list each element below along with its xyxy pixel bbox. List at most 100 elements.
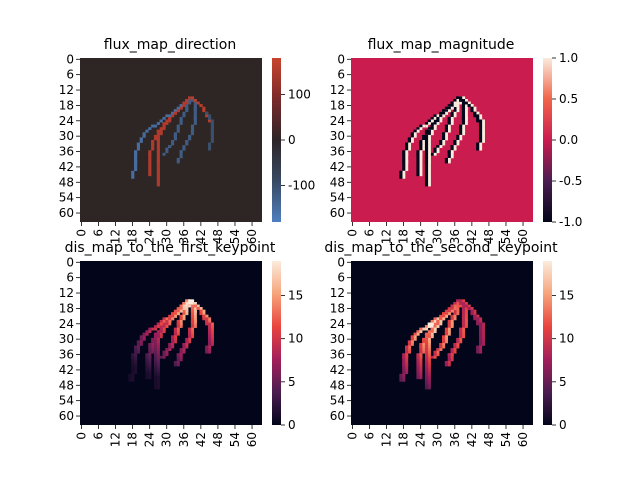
heatmap-cell xyxy=(148,355,152,359)
heatmap-cell xyxy=(131,358,135,362)
heatmap-cell-positive xyxy=(422,147,426,151)
heatmap-cell xyxy=(156,350,160,354)
heatmap-cell xyxy=(151,327,155,331)
heatmap-cell xyxy=(165,114,169,118)
heatmap-cell-negative xyxy=(430,122,434,125)
heatmap-cell-positive xyxy=(427,145,431,148)
heatmap-cell-positive xyxy=(481,127,485,131)
heatmap-cell xyxy=(148,366,152,369)
heatmap-cell xyxy=(139,140,143,143)
heatmap-cell xyxy=(162,330,166,334)
heatmap-cell-negative xyxy=(478,132,483,136)
heatmap-cell xyxy=(148,150,152,154)
heatmap-cell xyxy=(467,304,471,308)
colorbar-tick-label: -0.5 xyxy=(559,174,582,188)
heatmap-cell xyxy=(207,147,212,151)
heatmap-cell xyxy=(142,332,146,336)
heatmap-cell xyxy=(136,348,141,351)
heatmap-cell xyxy=(162,325,166,328)
heatmap-cell-negative xyxy=(442,111,446,115)
heatmap-cell xyxy=(179,304,183,308)
heatmap-cell-positive xyxy=(461,124,466,128)
heatmap-cell xyxy=(153,373,158,377)
heatmap-cell xyxy=(405,363,409,367)
heatmap-cell xyxy=(407,345,412,349)
heatmap-cell-positive xyxy=(419,157,423,161)
heatmap-cell-positive xyxy=(405,157,409,161)
heatmap-cell xyxy=(159,132,163,136)
heatmap-cell xyxy=(173,332,177,336)
heatmap-cell xyxy=(481,337,485,341)
heatmap-cell xyxy=(470,309,474,313)
heatmap-cell-negative xyxy=(461,116,466,120)
heatmap-cell xyxy=(453,304,457,308)
heatmap-cell xyxy=(481,327,485,331)
heatmap-cell xyxy=(402,371,406,375)
heatmap-cell-positive xyxy=(419,152,423,156)
x-tick-label: 48 xyxy=(211,432,225,447)
heatmap-cell xyxy=(464,304,468,308)
panel-flux-map-magnitude: flux_map_magnitude 061218243036424854600… xyxy=(330,37,583,244)
heatmap-cell xyxy=(156,371,160,375)
heatmap-cell xyxy=(168,314,172,318)
heatmap-cell xyxy=(210,335,214,339)
heatmap-cell xyxy=(453,348,457,351)
heatmap-cell xyxy=(179,350,183,354)
heatmap-cell xyxy=(427,371,431,375)
heatmap-cell xyxy=(156,360,160,364)
heatmap-cell xyxy=(427,368,431,372)
heatmap-cell-positive xyxy=(427,165,431,169)
heatmap-cell-positive xyxy=(405,155,409,159)
heatmap-cell-positive xyxy=(450,122,454,125)
heatmap-cell xyxy=(427,335,431,339)
y-tick-label: 30 xyxy=(330,332,345,346)
heatmap-cell xyxy=(193,319,197,323)
heatmap-cell xyxy=(207,345,212,349)
heatmap-cell xyxy=(173,335,177,339)
heatmap-cell xyxy=(179,122,183,125)
heatmap-cell xyxy=(444,337,448,341)
heatmap-cell xyxy=(159,335,163,339)
x-tick-label: 60 xyxy=(516,229,530,244)
heatmap-cell xyxy=(179,325,183,328)
heatmap-cell xyxy=(419,358,423,362)
heatmap-cell xyxy=(422,340,426,344)
heatmap-cell-negative xyxy=(424,134,429,138)
heatmap-cell xyxy=(168,119,172,123)
heatmap-cell xyxy=(478,348,483,351)
heatmap-cell-positive xyxy=(464,111,468,115)
heatmap-cells xyxy=(399,96,485,187)
heatmap-cell xyxy=(153,332,158,336)
x-tick-label: 30 xyxy=(431,229,445,244)
heatmap-cell xyxy=(153,325,158,328)
heatmap-cell xyxy=(193,122,197,125)
heatmap-cell xyxy=(207,114,212,118)
heatmap-cell-negative xyxy=(444,106,448,110)
heatmap-cell xyxy=(464,319,468,323)
heatmap-cell xyxy=(176,332,180,336)
y-tick-label: 42 xyxy=(330,363,345,377)
heatmap-cell xyxy=(188,340,192,344)
heatmap-cell-negative xyxy=(399,170,403,174)
heatmap-cell xyxy=(165,122,169,125)
heatmap-cell xyxy=(168,343,172,346)
heatmap-cell xyxy=(182,348,186,351)
heatmap-cell xyxy=(185,343,189,346)
heatmap-cell xyxy=(190,127,195,131)
heatmap-cell xyxy=(179,358,183,362)
heatmap-cell-negative xyxy=(402,157,406,161)
heatmap-cell xyxy=(478,317,483,321)
heatmap-cell-negative xyxy=(439,142,443,146)
heatmap-cell xyxy=(145,355,149,359)
heatmap-cell xyxy=(202,106,206,110)
heatmap-cell-negative xyxy=(453,142,457,146)
heatmap-cell xyxy=(436,348,440,351)
heatmap-cell xyxy=(139,343,143,346)
heatmap-cell xyxy=(205,319,209,323)
heatmap-cell xyxy=(476,314,480,318)
heatmap-cell xyxy=(202,314,206,318)
x-tick-label: 12 xyxy=(380,432,394,447)
heatmap-cell xyxy=(461,332,466,336)
x-tick-label: 54 xyxy=(228,229,242,244)
heatmap-cell xyxy=(156,386,160,390)
